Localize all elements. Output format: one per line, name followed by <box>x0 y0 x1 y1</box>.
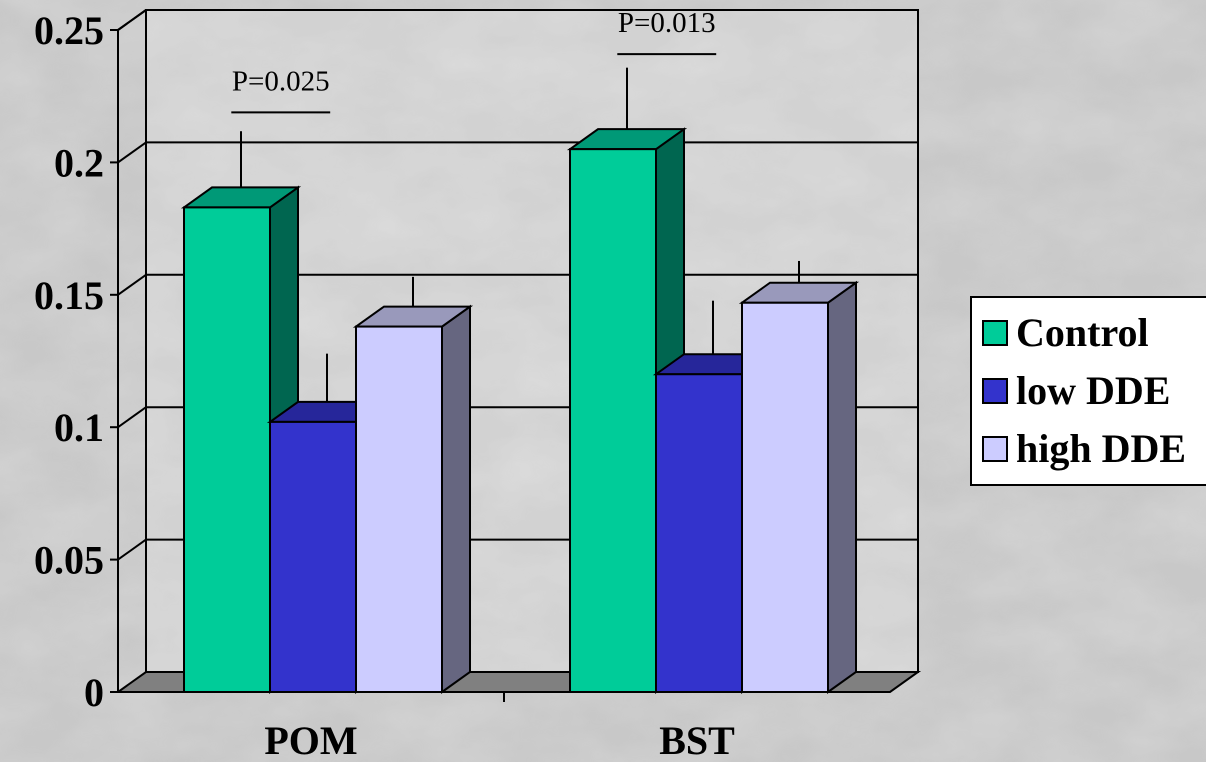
legend-item: low DDE <box>982 366 1170 416</box>
bar <box>355 325 443 693</box>
bars <box>180 67 860 694</box>
x-category-label: POM <box>264 718 357 762</box>
legend-label: high DDE <box>1016 426 1187 471</box>
bar <box>741 301 829 693</box>
gridline-side <box>117 141 147 164</box>
y-axis-top <box>117 9 147 31</box>
gridline-side <box>117 538 147 561</box>
gridline-side <box>117 273 147 296</box>
legend-swatch <box>982 320 1008 346</box>
y-tick-label: 0.2 <box>54 140 104 185</box>
x-category-label: BST <box>659 718 735 762</box>
significance-label: P=0.013 <box>618 7 716 39</box>
bar <box>655 373 743 693</box>
bar-side <box>441 304 471 694</box>
y-tick-label: 0.25 <box>34 8 104 53</box>
bar <box>183 206 271 694</box>
legend-swatch <box>982 436 1008 462</box>
y-tick-label: 0.15 <box>34 273 104 318</box>
legend-swatch <box>982 378 1008 404</box>
legend-item: Control <box>982 308 1149 358</box>
axis-labels: 0 0.05 0.1 0.15 0.2 0.25 POM BST <box>34 8 735 762</box>
significance-label: P=0.025 <box>232 65 330 97</box>
bar <box>269 420 357 693</box>
annotations: P=0.025 P=0.013 <box>231 7 717 114</box>
bar-side <box>827 280 857 694</box>
y-tick-label: 0.1 <box>54 405 104 450</box>
y-tick-label: 0 <box>84 670 104 715</box>
legend-label: Control <box>1016 310 1149 355</box>
bar <box>569 148 657 694</box>
legend-item: high DDE <box>982 424 1186 474</box>
gridline-side <box>117 406 147 429</box>
y-tick-label: 0.05 <box>34 538 104 583</box>
legend: Control low DDE high DDE <box>970 296 1206 486</box>
legend-label: low DDE <box>1016 368 1171 413</box>
